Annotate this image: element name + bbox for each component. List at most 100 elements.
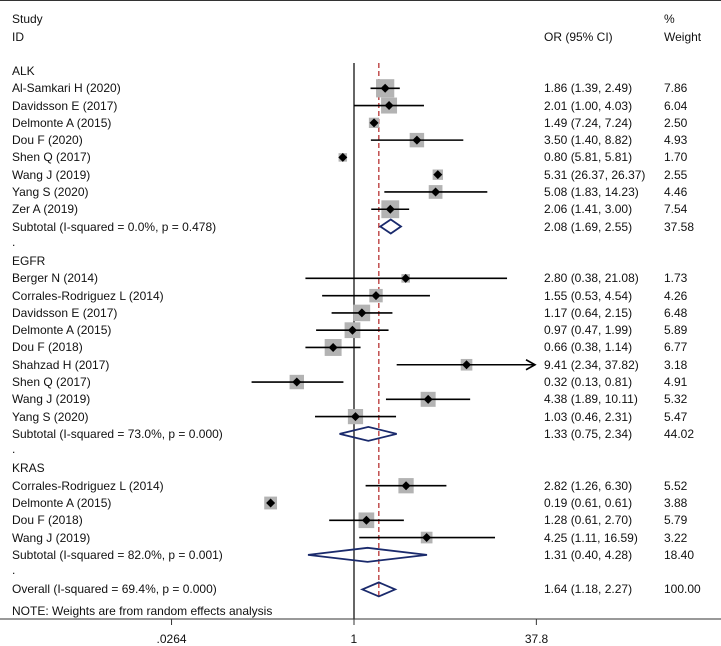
weight-value: 7.54 bbox=[664, 202, 688, 217]
study-label: Dou F (2018) bbox=[12, 340, 83, 355]
header-id: ID bbox=[12, 30, 24, 44]
weight-value: 4.46 bbox=[664, 184, 688, 199]
weight-value: 4.91 bbox=[664, 375, 688, 390]
weight-value: 7.86 bbox=[664, 81, 688, 96]
or-ci-value: 3.50 (1.40, 8.82) bbox=[544, 133, 633, 148]
point-estimate bbox=[371, 291, 381, 301]
x-tick-label: 37.8 bbox=[524, 632, 549, 646]
or-ci-value: 0.66 (0.38, 1.14) bbox=[544, 340, 633, 355]
study-label: Shahzad H (2017) bbox=[12, 357, 110, 372]
x-tick-label: 1 bbox=[350, 632, 358, 646]
or-ci-value: 1.31 (0.40, 4.28) bbox=[544, 547, 633, 562]
study-label: Berger N (2014) bbox=[12, 271, 99, 286]
point-estimate bbox=[422, 533, 432, 543]
weight-value: 100.00 bbox=[664, 582, 701, 597]
point-estimate bbox=[385, 204, 395, 214]
ci-arrow bbox=[525, 359, 537, 371]
or-ci-value: 1.86 (1.39, 2.49) bbox=[544, 81, 633, 96]
subtotal-label: Subtotal (I-squared = 0.0%, p = 0.478) bbox=[12, 219, 217, 234]
study-label: Al-Samkari H (2020) bbox=[12, 81, 121, 96]
point-estimate bbox=[462, 360, 472, 370]
weight-value: 5.89 bbox=[664, 323, 688, 338]
study-label: Corrales-Rodriguez L (2014) bbox=[12, 288, 164, 303]
point-estimate bbox=[433, 170, 443, 180]
weight-value: 1.73 bbox=[664, 271, 688, 286]
or-ci-value: 1.49 (7.24, 7.24) bbox=[544, 115, 633, 130]
weight-value: 1.70 bbox=[664, 150, 688, 165]
weight-value: 6.48 bbox=[664, 305, 688, 320]
study-label: Shen Q (2017) bbox=[12, 375, 91, 390]
or-ci-value: 9.41 (2.34, 37.82) bbox=[544, 357, 639, 372]
study-label: Yang S (2020) bbox=[12, 184, 89, 199]
or-ci-value: 2.82 (1.26, 6.30) bbox=[544, 478, 633, 493]
weight-value: 6.04 bbox=[664, 98, 688, 113]
header-weight: Weight bbox=[664, 30, 702, 44]
or-ci-value: 1.17 (0.64, 2.15) bbox=[544, 305, 633, 320]
subtotal-diamond bbox=[378, 218, 403, 235]
separator-dot: . bbox=[12, 563, 16, 578]
overall-diamond bbox=[360, 581, 398, 598]
study-label: Delmonte A (2015) bbox=[12, 496, 112, 510]
or-ci-value: 2.08 (1.69, 2.55) bbox=[544, 219, 633, 234]
point-estimate bbox=[357, 308, 367, 318]
or-ci-value: 2.80 (0.38, 21.08) bbox=[544, 271, 639, 286]
separator-dot: . bbox=[12, 442, 16, 457]
or-ci-value: 1.03 (0.46, 2.31) bbox=[544, 409, 633, 424]
weight-value: 4.93 bbox=[664, 133, 688, 148]
or-ci-value: 1.33 (0.75, 2.34) bbox=[544, 426, 633, 441]
study-label: Davidsson E (2017) bbox=[12, 98, 118, 113]
point-estimate bbox=[384, 101, 394, 111]
point-estimate bbox=[328, 342, 338, 352]
point-estimate bbox=[347, 325, 357, 335]
or-ci-value: 5.31 (26.37, 26.37) bbox=[544, 167, 646, 182]
point-estimate bbox=[361, 515, 371, 525]
or-ci-value: 0.32 (0.13, 0.81) bbox=[544, 375, 633, 390]
study-label: Wang J (2019) bbox=[12, 392, 91, 407]
study-label: Delmonte A (2015) bbox=[12, 115, 112, 130]
weight-value: 2.55 bbox=[664, 167, 688, 182]
weight-value: 3.18 bbox=[664, 357, 688, 372]
header-or-ci: OR (95% CI) bbox=[544, 30, 613, 44]
separator-dot: . bbox=[12, 234, 16, 249]
weight-value: 18.40 bbox=[664, 547, 695, 562]
or-ci-value: 1.64 (1.18, 2.27) bbox=[544, 582, 633, 597]
subtotal-label: Subtotal (I-squared = 73.0%, p = 0.000) bbox=[12, 426, 223, 441]
study-label: Wang J (2019) bbox=[12, 530, 91, 545]
weight-value: 44.02 bbox=[664, 426, 695, 441]
or-ci-value: 0.97 (0.47, 1.99) bbox=[544, 323, 633, 338]
weight-value: 3.88 bbox=[664, 496, 688, 510]
study-label: Shen Q (2017) bbox=[12, 150, 91, 165]
header-study: Study bbox=[12, 12, 43, 26]
study-label: Delmonte A (2015) bbox=[12, 323, 112, 338]
subgroup-label: ALK bbox=[12, 64, 35, 78]
weight-value: 5.47 bbox=[664, 409, 688, 424]
point-estimate bbox=[401, 273, 411, 283]
or-ci-value: 2.01 (1.00, 4.03) bbox=[544, 98, 633, 113]
point-estimate bbox=[292, 377, 302, 387]
or-ci-value: 5.08 (1.83, 14.23) bbox=[544, 184, 639, 199]
subtotal-diamond bbox=[339, 425, 397, 442]
top-border bbox=[0, 0, 721, 1]
header-weight-percent: % bbox=[664, 12, 675, 26]
point-estimate bbox=[369, 118, 379, 128]
point-estimate bbox=[266, 498, 276, 508]
weight-value: 3.22 bbox=[664, 530, 688, 545]
or-ci-value: 2.06 (1.41, 3.00) bbox=[544, 202, 633, 217]
study-label: Dou F (2018) bbox=[12, 513, 83, 528]
weight-value: 4.26 bbox=[664, 288, 688, 303]
or-ci-value: 0.19 (0.61, 0.61) bbox=[544, 496, 633, 510]
overall-label: Overall (I-squared = 69.4%, p = 0.000) bbox=[12, 582, 217, 597]
or-ci-value: 1.55 (0.53, 4.54) bbox=[544, 288, 633, 303]
weight-value: 5.52 bbox=[664, 478, 688, 493]
study-label: Dou F (2020) bbox=[12, 133, 83, 148]
study-label: Yang S (2020) bbox=[12, 409, 89, 424]
point-estimate bbox=[431, 187, 441, 197]
point-estimate bbox=[350, 412, 360, 422]
x-tick-label: .0264 bbox=[156, 632, 187, 646]
weights-note: NOTE: Weights are from random effects an… bbox=[12, 604, 273, 618]
point-estimate bbox=[401, 481, 411, 491]
study-label: Corrales-Rodriguez L (2014) bbox=[12, 478, 164, 493]
weight-value: 5.32 bbox=[664, 392, 688, 407]
subgroup-label: EGFR bbox=[12, 254, 46, 269]
